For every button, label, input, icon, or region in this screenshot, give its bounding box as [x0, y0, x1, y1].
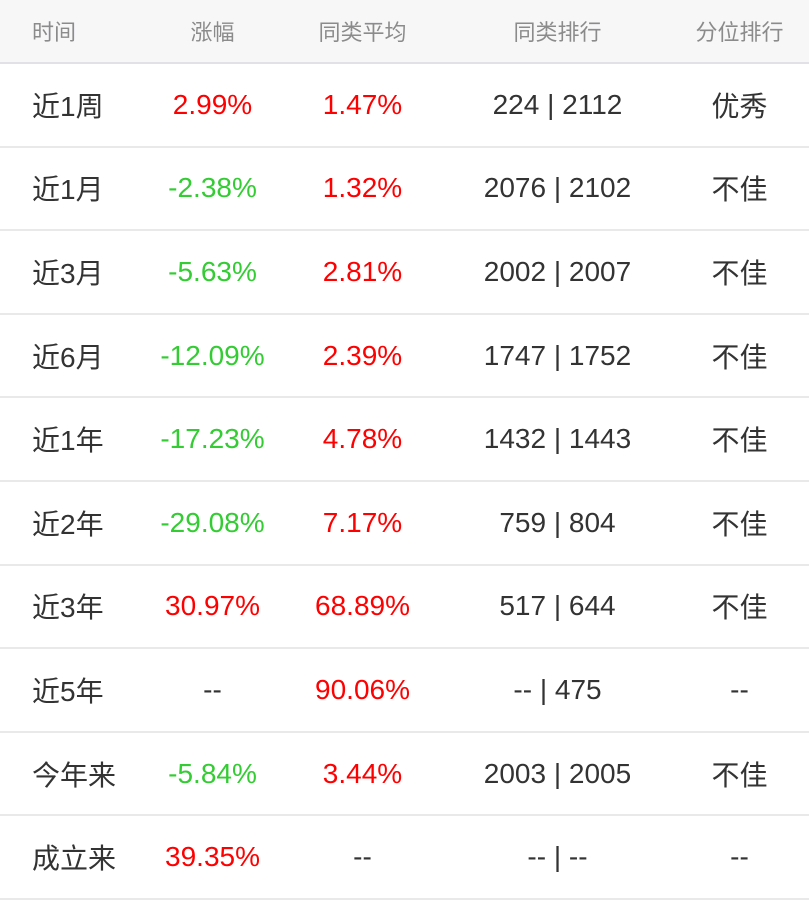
change-cell: 30.97%	[145, 563, 280, 649]
percentile-cell: 不佳	[670, 396, 809, 481]
header-row: 时间 涨幅 同类平均 同类排行 分位排行	[0, 0, 809, 64]
percentile-cell: 不佳	[670, 145, 809, 231]
table-row: 近1年 -17.23% 4.78% 1432 | 1443 不佳	[0, 396, 809, 481]
period-cell: 近5年	[0, 647, 145, 732]
table-row: 近1月 -2.38% 1.32% 2076 | 2102 不佳	[0, 145, 809, 231]
peer-rank-cell: -- | 475	[445, 647, 670, 732]
table-row: 近3年 30.97% 68.89% 517 | 644 不佳	[0, 563, 809, 649]
header-period: 时间	[0, 0, 145, 64]
table-header: 时间 涨幅 同类平均 同类排行 分位排行	[0, 0, 809, 64]
peer-avg-cell: 4.78%	[280, 396, 445, 481]
peer-avg-cell: 3.44%	[280, 730, 445, 816]
percentile-cell: 不佳	[670, 312, 809, 398]
peer-avg-cell: 2.39%	[280, 312, 445, 398]
peer-avg-cell: 1.32%	[280, 145, 445, 231]
peer-rank-cell: 1432 | 1443	[445, 396, 670, 481]
table-row: 近2年 -29.08% 7.17% 759 | 804 不佳	[0, 479, 809, 565]
percentile-cell: --	[670, 814, 809, 900]
percentile-cell: --	[670, 647, 809, 732]
table-row: 近5年 -- 90.06% -- | 475 --	[0, 647, 809, 732]
peer-rank-cell: -- | --	[445, 814, 670, 900]
performance-table-body: 近1周 2.99% 1.47% 224 | 2112 优秀 近1月 -2.38% 1.32% 2…	[0, 63, 809, 900]
percentile-cell: 不佳	[670, 730, 809, 816]
table-row: 近6月 -12.09% 2.39% 1747 | 1752 不佳	[0, 312, 809, 398]
percentile-cell: 不佳	[670, 563, 809, 649]
change-cell: 2.99%	[145, 63, 280, 147]
peer-avg-cell: 2.81%	[280, 229, 445, 314]
peer-avg-cell: 68.89%	[280, 563, 445, 649]
table-row: 成立来 39.35% -- -- | -- --	[0, 814, 809, 900]
peer-rank-cell: 224 | 2112	[445, 63, 670, 147]
change-cell: -5.63%	[145, 229, 280, 314]
period-cell: 近3月	[0, 229, 145, 314]
period-cell: 近6月	[0, 312, 145, 398]
change-cell: -2.38%	[145, 145, 280, 231]
peer-rank-cell: 2003 | 2005	[445, 730, 670, 816]
change-cell: -5.84%	[145, 730, 280, 816]
period-cell: 成立来	[0, 814, 145, 900]
peer-avg-cell: 7.17%	[280, 479, 445, 565]
period-cell: 近1月	[0, 145, 145, 231]
change-cell: 39.35%	[145, 814, 280, 900]
period-cell: 近3年	[0, 563, 145, 649]
peer-rank-cell: 517 | 644	[445, 563, 670, 649]
peer-rank-cell: 2002 | 2007	[445, 229, 670, 314]
peer-avg-cell: 90.06%	[280, 647, 445, 732]
change-cell: --	[145, 647, 280, 732]
header-percentile: 分位排行	[670, 0, 809, 64]
percentile-cell: 优秀	[670, 63, 809, 147]
header-change: 涨幅	[145, 0, 280, 64]
table-row: 近1周 2.99% 1.47% 224 | 2112 优秀	[0, 63, 809, 147]
peer-rank-cell: 759 | 804	[445, 479, 670, 565]
peer-avg-cell: --	[280, 814, 445, 900]
period-cell: 近1周	[0, 63, 145, 147]
change-cell: -29.08%	[145, 479, 280, 565]
period-cell: 今年来	[0, 730, 145, 816]
peer-rank-cell: 1747 | 1752	[445, 312, 670, 398]
table-row: 近3月 -5.63% 2.81% 2002 | 2007 不佳	[0, 229, 809, 314]
header-peer-avg: 同类平均	[280, 0, 445, 64]
peer-rank-cell: 2076 | 2102	[445, 145, 670, 231]
percentile-cell: 不佳	[670, 479, 809, 565]
header-peer-rank: 同类排行	[445, 0, 670, 64]
change-cell: -17.23%	[145, 396, 280, 481]
change-cell: -12.09%	[145, 312, 280, 398]
peer-avg-cell: 1.47%	[280, 63, 445, 147]
period-cell: 近1年	[0, 396, 145, 481]
percentile-cell: 不佳	[670, 229, 809, 314]
table-row: 今年来 -5.84% 3.44% 2003 | 2005 不佳	[0, 730, 809, 816]
period-cell: 近2年	[0, 479, 145, 565]
